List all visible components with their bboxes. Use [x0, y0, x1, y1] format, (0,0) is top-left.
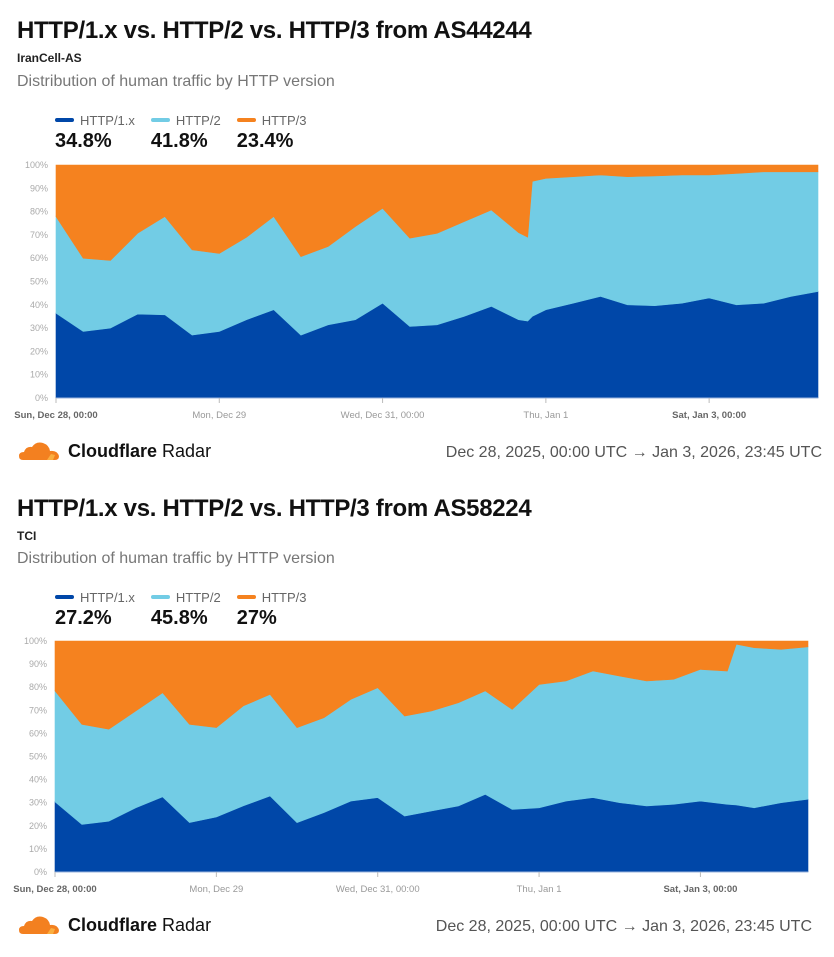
legend-label: HTTP/1.x [80, 589, 135, 605]
cloudflare-cloud-icon [19, 916, 59, 934]
chart-panel-as44244: HTTP/1.x vs. HTTP/2 vs. HTTP/3 from AS44… [0, 17, 834, 470]
legend-label: HTTP/2 [175, 112, 221, 128]
legend-value: 27.2% [55, 607, 112, 629]
brand-name: Cloudflare [68, 914, 158, 935]
y-tick-label: 40% [29, 775, 47, 785]
x-tick-label: Sat, Jan 3, 00:00 [672, 410, 746, 421]
brand-name: Cloudflare [68, 440, 158, 461]
legend-label: HTTP/3 [261, 112, 307, 128]
y-tick-label: 20% [29, 821, 47, 831]
as-name: IranCell-AS [17, 51, 82, 65]
chart-footer: Cloudflare Radar Dec 28, 2025, 00:00 UTC… [0, 440, 834, 470]
y-tick-label: 80% [29, 682, 47, 692]
legend-item-http3[interactable]: HTTP/3 23.4% [236, 112, 307, 153]
x-tick-label: Wed, Dec 31, 00:00 [336, 884, 420, 895]
y-tick-label: 0% [34, 867, 47, 877]
chart-footer: Cloudflare Radar Dec 28, 2025, 00:00 UTC… [0, 914, 834, 944]
area-http3 [55, 164, 819, 261]
chart-panel-as58224: HTTP/1.x vs. HTTP/2 vs. HTTP/3 from AS58… [0, 478, 834, 957]
legend-item-http2[interactable]: HTTP/2 41.8% [150, 112, 221, 153]
y-tick-label: 30% [29, 798, 47, 808]
legend-item-http1[interactable]: HTTP/1.x 34.8% [55, 112, 135, 153]
x-tick-label: Wed, Dec 31, 00:00 [341, 410, 425, 421]
y-tick-label: 40% [30, 300, 48, 310]
legend-value: 34.8% [55, 130, 112, 152]
y-tick-label: 80% [30, 207, 48, 217]
http1-swatch-icon [55, 595, 74, 599]
legend-value: 45.8% [150, 607, 208, 629]
legend-value: 27% [236, 607, 277, 629]
y-tick-label: 50% [29, 752, 47, 762]
cloudflare-radar-logo[interactable]: Cloudflare Radar [17, 914, 211, 936]
y-tick-label: 20% [30, 346, 48, 356]
legend-item-http2[interactable]: HTTP/2 45.8% [150, 589, 221, 630]
y-tick-label: 10% [30, 370, 48, 380]
x-tick-label: Thu, Jan 1 [517, 884, 562, 895]
y-tick-label: 100% [25, 160, 48, 170]
chart-title: HTTP/1.x vs. HTTP/2 vs. HTTP/3 from AS44… [17, 17, 532, 44]
http3-swatch-icon [236, 595, 256, 599]
date-range: Dec 28, 2025, 00:00 UTC → Jan 3, 2026, 2… [435, 918, 812, 935]
legend: HTTP/1.x 34.8% HTTP/2 41.8% HTTP/3 23.4% [55, 112, 323, 153]
legend-item-http3[interactable]: HTTP/3 27% [236, 589, 307, 630]
y-tick-label: 60% [29, 728, 47, 738]
y-tick-label: 90% [29, 659, 47, 669]
chart-description: Distribution of human traffic by HTTP ve… [17, 550, 335, 567]
y-tick-label: 70% [30, 230, 48, 240]
legend-value: 41.8% [150, 130, 208, 152]
legend-label: HTTP/1.x [80, 112, 135, 128]
date-range: Dec 28, 2025, 00:00 UTC → Jan 3, 2026, 2… [445, 444, 822, 461]
http1-swatch-icon [55, 118, 74, 122]
y-tick-label: 0% [35, 393, 48, 403]
area-http3 [54, 640, 809, 730]
http2-swatch-icon [150, 595, 170, 599]
y-tick-label: 100% [24, 636, 47, 646]
legend: HTTP/1.x 27.2% HTTP/2 45.8% HTTP/3 27% [55, 589, 323, 630]
legend-item-http1[interactable]: HTTP/1.x 27.2% [55, 589, 135, 630]
x-tick-label: Sat, Jan 3, 00:00 [663, 884, 737, 895]
y-tick-label: 30% [30, 323, 48, 333]
as-name: TCI [17, 529, 37, 543]
y-tick-label: 10% [29, 844, 47, 854]
legend-label: HTTP/3 [261, 589, 307, 605]
cloudflare-cloud-icon [19, 442, 59, 460]
brand-product: Radar [162, 914, 212, 935]
y-tick-label: 60% [30, 253, 48, 263]
legend-label: HTTP/2 [175, 589, 221, 605]
cloudflare-radar-logo[interactable]: Cloudflare Radar [17, 440, 211, 462]
x-tick-label: Mon, Dec 29 [189, 884, 243, 895]
legend-value: 23.4% [236, 130, 294, 152]
x-tick-label: Sun, Dec 28, 00:00 [14, 410, 97, 421]
x-tick-label: Sun, Dec 28, 00:00 [13, 884, 96, 895]
chart-description: Distribution of human traffic by HTTP ve… [17, 73, 335, 90]
x-tick-label: Thu, Jan 1 [523, 410, 568, 421]
http2-swatch-icon [150, 118, 170, 122]
y-tick-label: 50% [30, 277, 48, 287]
y-tick-label: 90% [30, 183, 48, 193]
x-tick-label: Mon, Dec 29 [192, 410, 246, 421]
http3-swatch-icon [236, 118, 256, 122]
stacked-area-chart[interactable]: 0% 10% 20% 30% 40% 50% 60% 70% 80% 90% 100% Sun, De… [0, 155, 834, 435]
stacked-area-chart[interactable]: 0% 10% 20% 30% 40% 50% 60% 70% 80% 90% 100% Sun, De… [0, 631, 834, 911]
y-tick-label: 70% [29, 705, 47, 715]
brand-product: Radar [162, 440, 212, 461]
chart-title: HTTP/1.x vs. HTTP/2 vs. HTTP/3 from AS58… [17, 495, 532, 522]
